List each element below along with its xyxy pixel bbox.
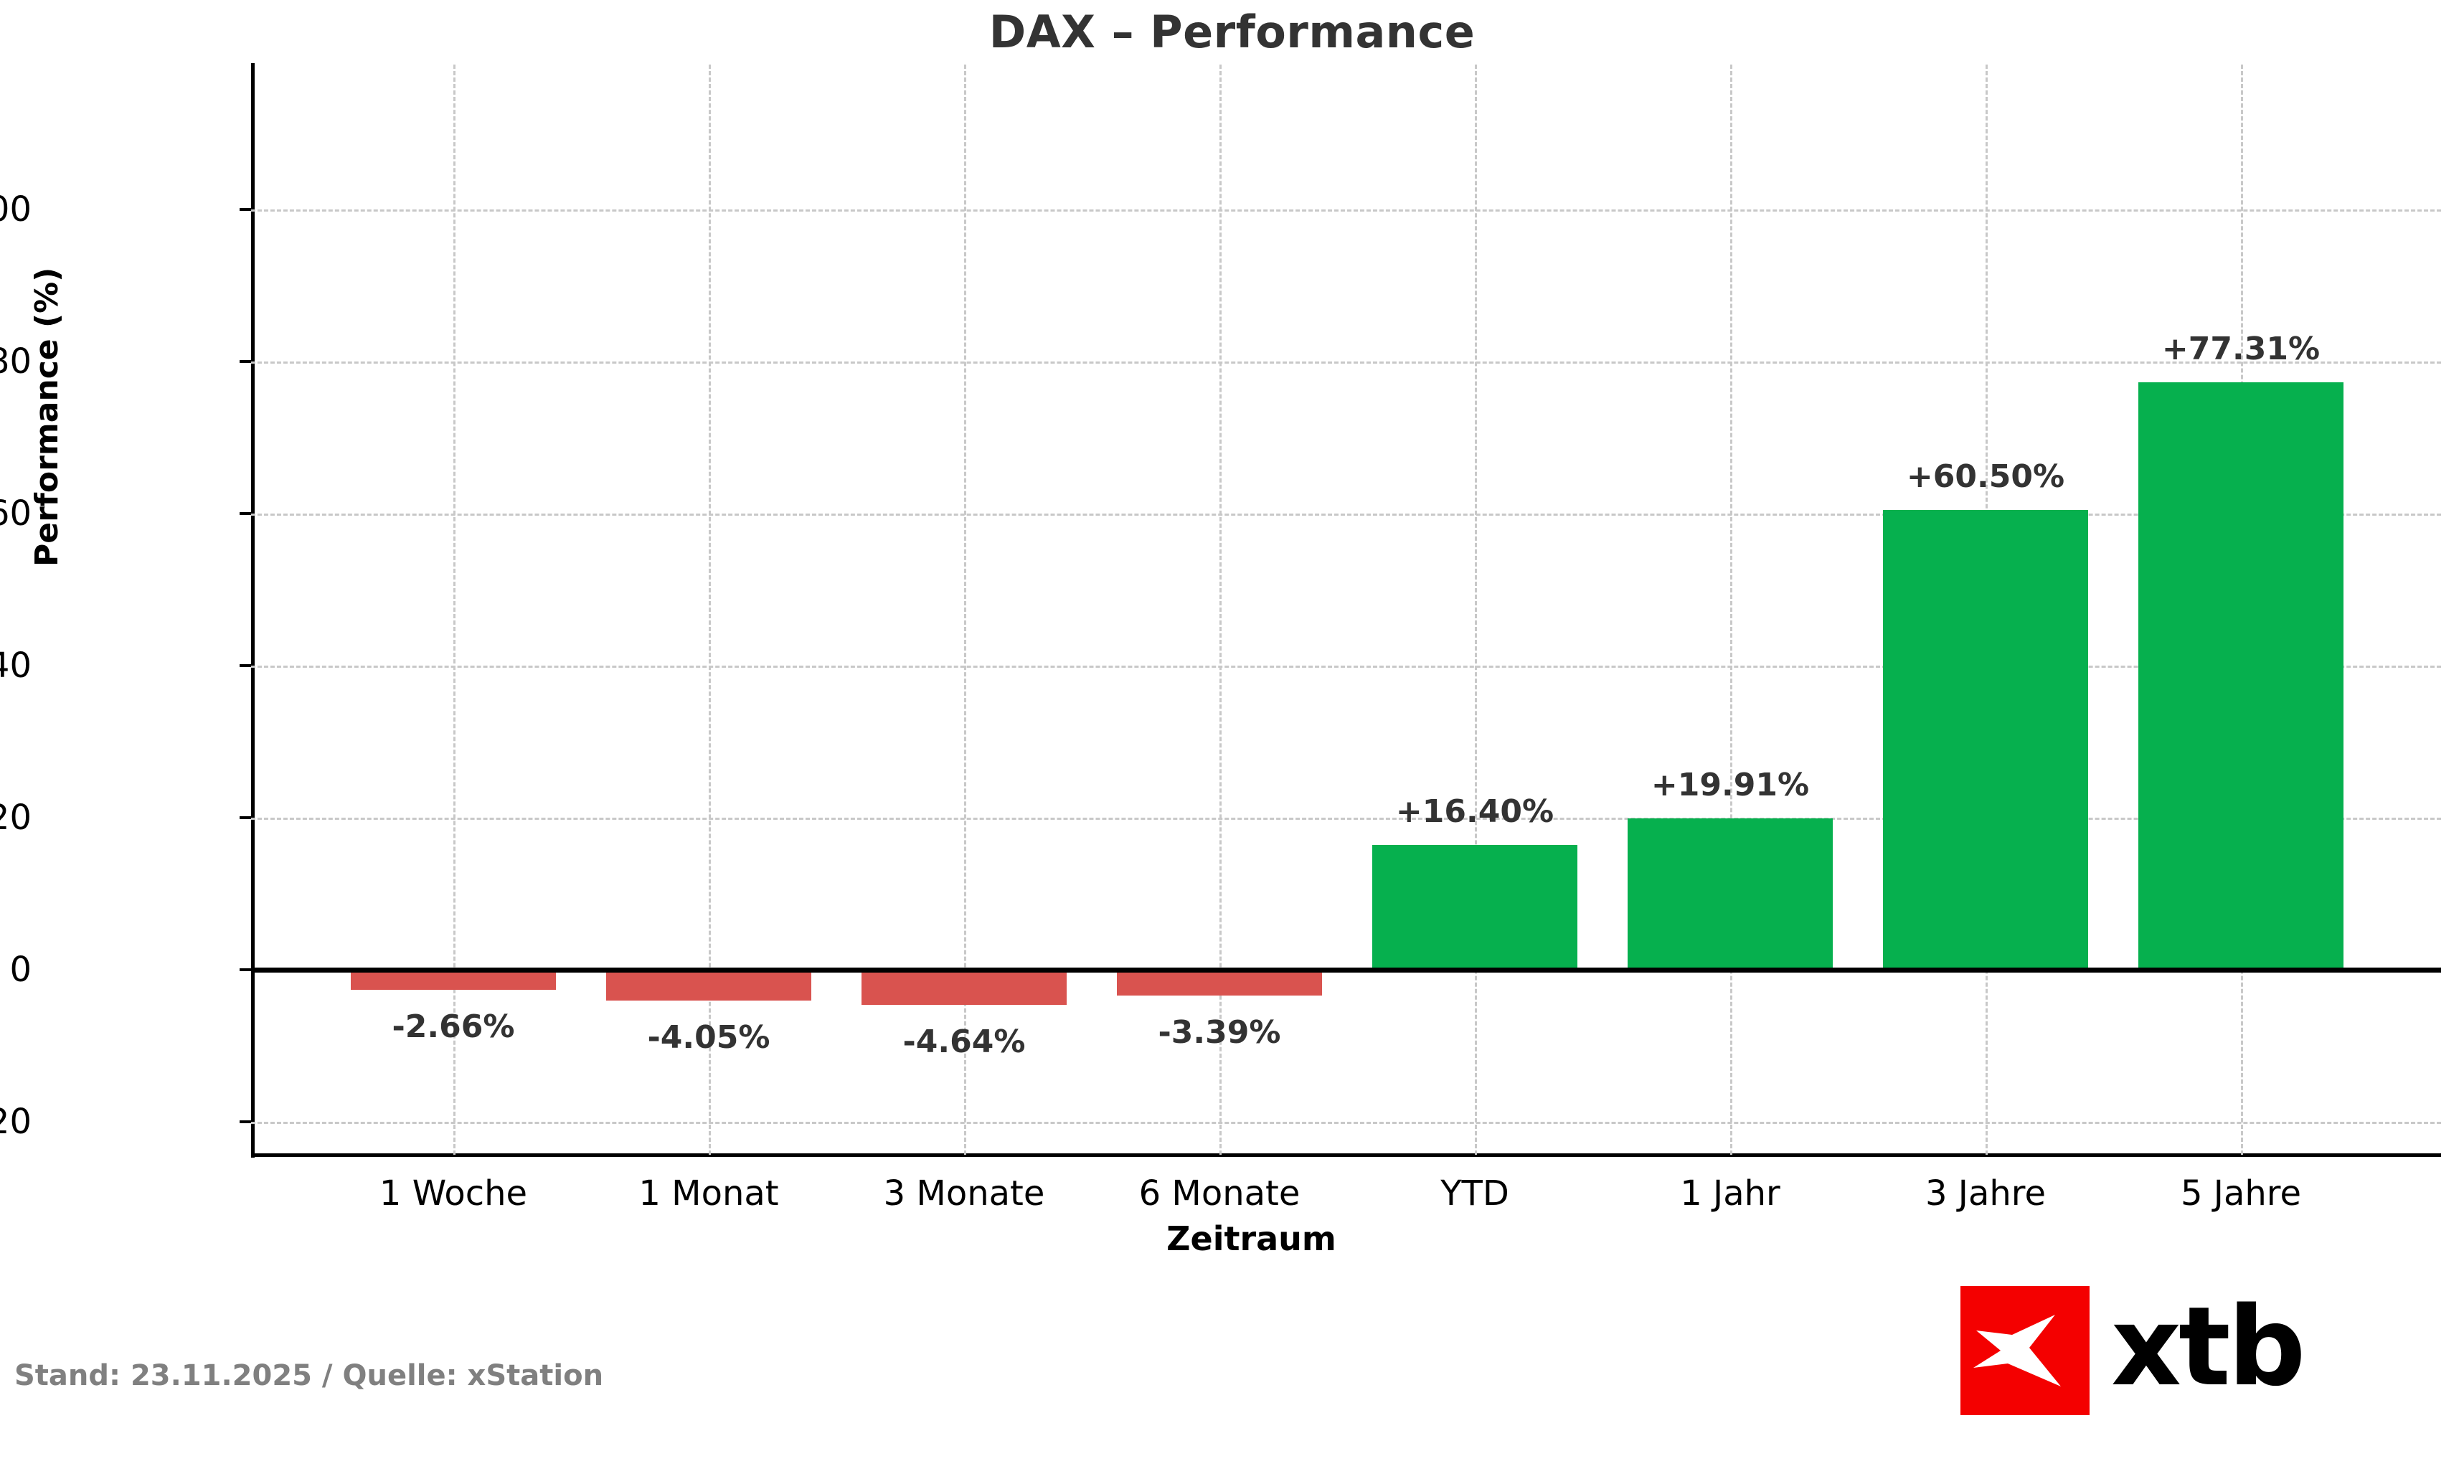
y-axis-tick-label: 100 bbox=[0, 189, 32, 230]
bar-value-label: +60.50% bbox=[1906, 458, 2065, 495]
gridline-vertical bbox=[453, 65, 455, 1155]
gridline-vertical bbox=[1219, 65, 1222, 1155]
gridline-horizontal bbox=[251, 1122, 2441, 1124]
bar-value-label: +19.91% bbox=[1651, 766, 1810, 803]
gridline-vertical bbox=[1730, 65, 1732, 1155]
bar-value-label: +77.31% bbox=[2161, 330, 2321, 367]
gridline-vertical bbox=[709, 65, 711, 1155]
chart-title: DAX – Performance bbox=[988, 6, 1476, 58]
bar-value-label: -4.64% bbox=[902, 1024, 1026, 1061]
bar[interactable] bbox=[2138, 382, 2343, 970]
gridline-horizontal bbox=[251, 666, 2441, 668]
y-axis-tick-label: 60 bbox=[0, 493, 32, 534]
y-axis-title: Performance (%) bbox=[29, 267, 65, 567]
y-axis-tick bbox=[240, 1120, 251, 1123]
bar[interactable] bbox=[351, 970, 556, 991]
y-axis-tick-label: −20 bbox=[0, 1102, 32, 1142]
xtb-logo: xtb bbox=[1960, 1286, 2391, 1417]
bar[interactable] bbox=[1883, 509, 2088, 970]
gridline-horizontal bbox=[251, 514, 2441, 516]
x-axis-tick-label: 1 Woche bbox=[379, 1173, 528, 1214]
bar-value-label: +16.40% bbox=[1395, 793, 1554, 831]
xtb-x-arrow-mark-icon bbox=[1960, 1286, 2090, 1415]
x-axis-title: Zeitraum bbox=[0, 1219, 2464, 1258]
y-axis-tick bbox=[240, 360, 251, 363]
gridline-vertical bbox=[964, 65, 966, 1155]
y-axis-tick-label: 80 bbox=[0, 341, 32, 382]
x-axis-tick-label: 5 Jahre bbox=[2181, 1173, 2301, 1214]
x-axis-tick-label: 1 Monat bbox=[638, 1173, 779, 1214]
bar[interactable] bbox=[606, 970, 811, 1001]
x-axis-title-text: Zeitraum bbox=[1166, 1219, 1336, 1258]
x-axis-tick-label: YTD bbox=[1440, 1173, 1509, 1214]
y-axis-tick bbox=[240, 816, 251, 819]
y-axis-tick bbox=[240, 968, 251, 971]
x-axis-tick-label: 1 Jahr bbox=[1680, 1173, 1780, 1214]
y-axis-spine bbox=[251, 63, 255, 1158]
source-note: Stand: 23.11.2025 / Quelle: xStation bbox=[14, 1359, 604, 1392]
y-axis-tick-label: 20 bbox=[0, 798, 32, 838]
y-axis-tick bbox=[240, 512, 251, 515]
bar[interactable] bbox=[1117, 970, 1322, 996]
bar-value-label: -2.66% bbox=[392, 1008, 515, 1046]
gridline-horizontal bbox=[251, 818, 2441, 820]
bar[interactable] bbox=[1372, 845, 1577, 970]
gridline-horizontal bbox=[251, 209, 2441, 212]
y-axis-tick bbox=[240, 664, 251, 667]
gridline-vertical bbox=[1475, 65, 1477, 1155]
bar-value-label: -4.05% bbox=[647, 1019, 770, 1056]
x-axis-tick-label: 6 Monate bbox=[1138, 1173, 1301, 1214]
x-axis-tick-label: 3 Monate bbox=[883, 1173, 1045, 1214]
bar[interactable] bbox=[862, 970, 1067, 1006]
plot-area bbox=[240, 65, 2441, 1155]
y-axis-tick-label: 40 bbox=[0, 646, 32, 686]
y-axis-tick bbox=[240, 208, 251, 211]
xtb-wordmark: xtb bbox=[2111, 1283, 2306, 1410]
x-axis-tick-label: 3 Jahre bbox=[1925, 1173, 2046, 1214]
bar-value-label: -3.39% bbox=[1158, 1013, 1281, 1051]
gridline-horizontal bbox=[251, 361, 2441, 364]
x-axis-spine bbox=[251, 1153, 2441, 1157]
y-axis-tick-label: 0 bbox=[9, 950, 32, 990]
bar[interactable] bbox=[1628, 818, 1833, 970]
zero-reference-line bbox=[251, 968, 2441, 973]
